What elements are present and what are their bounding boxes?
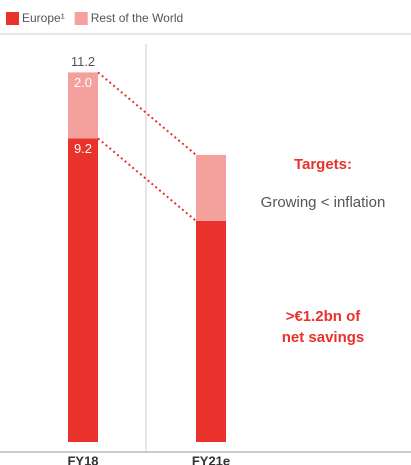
annotation-text: >€1.2bn of: [286, 308, 362, 325]
bar-segment: [68, 72, 98, 139]
x-tick-label: FY18: [67, 453, 98, 465]
bar-segment: [196, 220, 226, 442]
legend-swatch: [74, 12, 88, 25]
annotation-text: Growing < inflation: [261, 194, 386, 211]
bar-segment: [68, 138, 98, 442]
connector: [97, 137, 197, 222]
legend-swatch: [6, 12, 19, 25]
legend-label: Rest of the World: [91, 11, 183, 25]
x-tick-label: FY21e: [192, 453, 230, 465]
bar-segment: [196, 154, 226, 221]
connector: [97, 71, 197, 156]
total-label: 11.2: [71, 54, 95, 69]
annotation-title: Targets:: [294, 156, 352, 173]
data-label: 2.0: [74, 75, 92, 90]
annotation-text: net savings: [282, 329, 365, 346]
data-label: 9.2: [74, 141, 92, 156]
legend-label: Europe¹: [22, 11, 65, 25]
